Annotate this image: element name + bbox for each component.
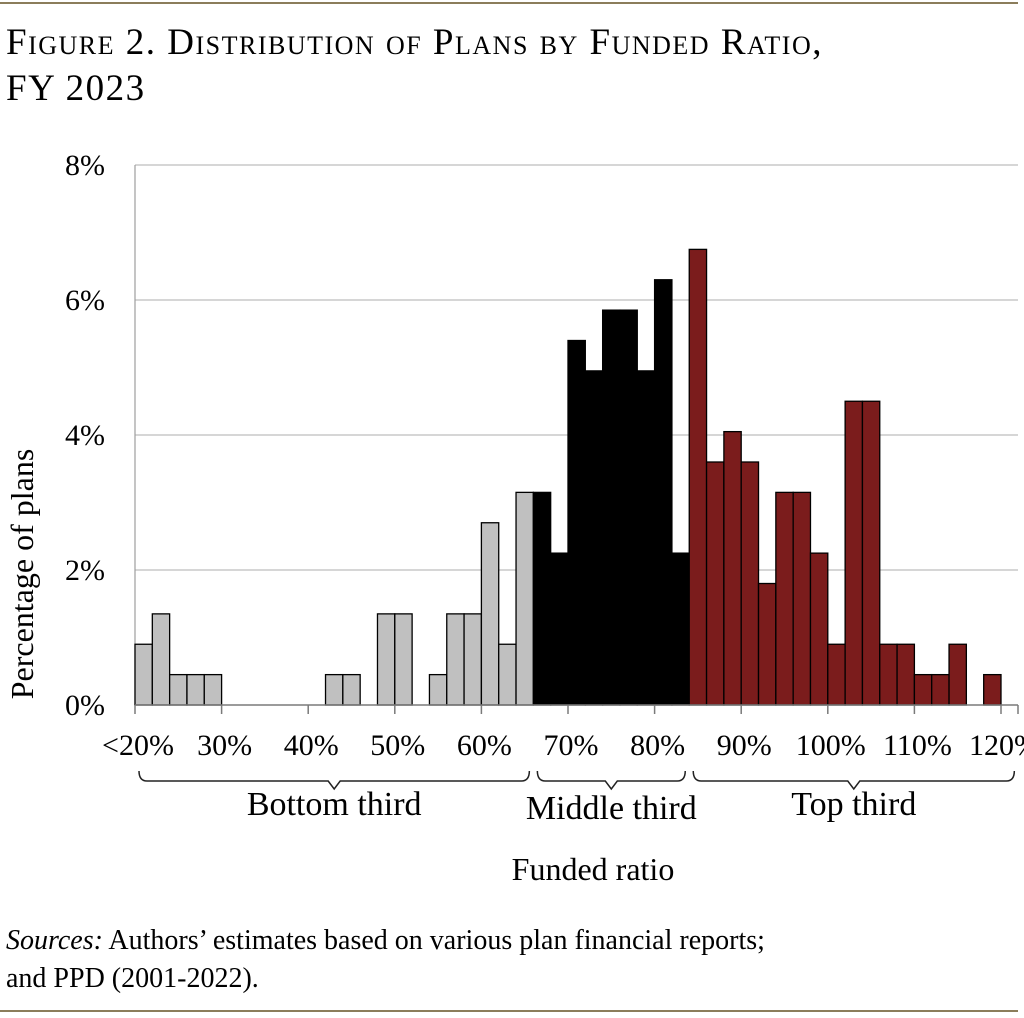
x-axis-label: Funded ratio xyxy=(512,851,675,887)
group-label: Bottom third xyxy=(247,786,422,823)
bar xyxy=(151,613,171,706)
bar xyxy=(723,430,742,706)
bar xyxy=(186,673,205,706)
bar xyxy=(428,673,448,706)
bar xyxy=(463,613,483,706)
y-tick-label: 6% xyxy=(65,284,105,317)
top-rule xyxy=(0,2,1018,4)
bar xyxy=(705,461,725,706)
bar xyxy=(653,279,673,706)
figure-title-line1: Figure 2. Distribution of Plans by Funde… xyxy=(6,22,823,63)
figure-title: Figure 2. Distribution of Plans by Funde… xyxy=(6,20,1016,112)
x-tick-label: 100% xyxy=(796,729,866,762)
y-tick-label: 4% xyxy=(65,419,105,452)
bar xyxy=(532,491,552,706)
bracket xyxy=(536,770,686,791)
bar xyxy=(948,643,968,706)
bar xyxy=(446,613,465,706)
bar xyxy=(550,552,569,706)
bar xyxy=(376,613,396,706)
group-label: Middle third xyxy=(526,790,697,827)
source-label: Sources: xyxy=(6,925,103,956)
bars xyxy=(134,248,1002,706)
bracket xyxy=(692,770,1016,791)
bar xyxy=(827,643,846,706)
source-note: Sources: Authors’ estimates based on var… xyxy=(6,922,1016,998)
y-tick-label: 0% xyxy=(65,689,105,722)
x-tick-label: 40% xyxy=(284,729,339,762)
bar xyxy=(688,248,708,706)
bar xyxy=(498,643,517,706)
bar xyxy=(619,309,638,706)
bar xyxy=(740,461,760,706)
y-tick-labels: 0% 2% 4% 6% 8% xyxy=(65,149,105,722)
bar xyxy=(896,643,916,706)
bar xyxy=(584,370,604,706)
source-text: Authors’ estimates based on various plan… xyxy=(102,925,765,956)
x-tick-label: 80% xyxy=(630,729,685,762)
y-axis-label: Percentage of plans xyxy=(4,449,40,700)
x-tick-label: <20% xyxy=(102,729,174,762)
y-tick-label: 2% xyxy=(65,554,105,587)
bar xyxy=(342,673,361,706)
bar xyxy=(636,370,656,706)
bar xyxy=(168,673,188,706)
bracket xyxy=(138,770,531,791)
x-tick-label: 90% xyxy=(717,729,772,762)
x-tick-label: 110% xyxy=(883,729,952,762)
x-tick-labels: <20% 30% 40% 50% 60% 70% 80% 90% 100% 110% 120% xyxy=(102,729,1024,762)
bar xyxy=(480,522,500,706)
bar xyxy=(913,673,933,706)
bar xyxy=(792,491,812,706)
histogram-chart: 0% 2% 4% 6% 8% <20% 30% 40% 50% 60% 70% 80% 90% 100%… xyxy=(4,149,1024,887)
x-axis xyxy=(134,704,1019,714)
bar xyxy=(567,339,586,706)
bar xyxy=(203,673,223,706)
bar xyxy=(324,673,344,706)
bar xyxy=(931,673,950,706)
group-label: Top third xyxy=(791,786,916,823)
x-tick-label: 120% xyxy=(969,729,1024,762)
x-tick-label: 70% xyxy=(544,729,599,762)
bar xyxy=(134,643,153,706)
bar xyxy=(983,673,1002,706)
source-text-line2: and PPD (2001-2022). xyxy=(6,963,259,994)
third-brackets: Bottom third Middle third Top third xyxy=(138,770,1016,827)
bar xyxy=(775,491,794,706)
bar xyxy=(394,613,413,706)
figure-title-line2: FY 2023 xyxy=(6,68,146,109)
bar xyxy=(757,582,777,706)
x-tick-label: 50% xyxy=(370,729,425,762)
bar xyxy=(879,643,898,706)
x-tick-label: 30% xyxy=(197,729,252,762)
y-tick-label: 8% xyxy=(65,149,105,182)
bar xyxy=(861,400,881,706)
bottom-rule xyxy=(0,1010,1018,1012)
x-tick-label: 60% xyxy=(457,729,512,762)
bar xyxy=(515,491,535,706)
bar xyxy=(844,400,864,706)
bar xyxy=(601,309,621,706)
bar xyxy=(809,552,829,706)
bar xyxy=(671,552,690,706)
